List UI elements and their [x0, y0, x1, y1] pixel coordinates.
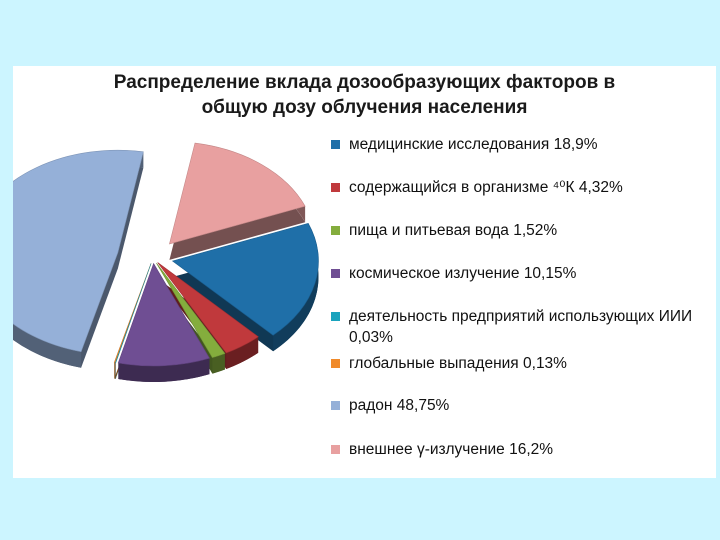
legend-item-medical: медицинские исследования 18,9%: [331, 134, 720, 155]
chart-title: Распределение вклада дозообразующих факт…: [13, 70, 716, 120]
chart-title-line-2: общую дозу облучения населения: [201, 97, 528, 118]
legend-item-radon: радон 48,75%: [331, 395, 720, 416]
legend-swatch: [331, 312, 340, 321]
legend-label: глобальные выпадения 0,13%: [349, 355, 567, 372]
chart-title-line-1: Распределение вклада дозообразующих факт…: [113, 72, 616, 93]
legend-label: радон 48,75%: [349, 397, 450, 414]
pie-slice-cosmic: [117, 262, 210, 382]
pie-chart: [13, 142, 319, 382]
legend-label: медицинские исследования 18,9%: [349, 136, 598, 153]
pie-slice-medical: [171, 222, 319, 352]
legend-label: пища и питьевая вода 1,52%: [349, 222, 558, 239]
legend-item-fallout: глобальные выпадения 0,13%: [331, 353, 720, 374]
pie-slice-external-gamma: [169, 142, 306, 260]
legend-label: космическое излучение 10,15%: [349, 265, 577, 282]
legend-swatch: [331, 445, 340, 454]
legend-swatch: [331, 269, 340, 278]
legend-label: содержащийся в организме ⁴⁰К 4,32%: [349, 179, 623, 196]
legend-item-cosmic: космическое излучение 10,15%: [331, 263, 720, 284]
legend-label: внешнее γ-излучение 16,2%: [349, 441, 554, 458]
legend-swatch: [331, 140, 340, 149]
legend-label: деятельность предприятий использующих ИИ…: [349, 308, 693, 346]
legend-swatch: [331, 359, 340, 368]
pie-slice-radon: [13, 149, 144, 368]
legend-swatch: [331, 183, 340, 192]
legend-item-food-water: пища и питьевая вода 1,52%: [331, 220, 720, 241]
legend-item-enterprises: деятельность предприятий использующих ИИ…: [331, 306, 720, 348]
chart-card: Распределение вклада дозообразующих факт…: [13, 66, 716, 478]
legend-item-potassium: содержащийся в организме ⁴⁰К 4,32%: [331, 177, 720, 198]
legend-swatch: [331, 226, 340, 235]
legend-item-external-gamma: внешнее γ-излучение 16,2%: [331, 439, 720, 460]
legend-swatch: [331, 401, 340, 410]
